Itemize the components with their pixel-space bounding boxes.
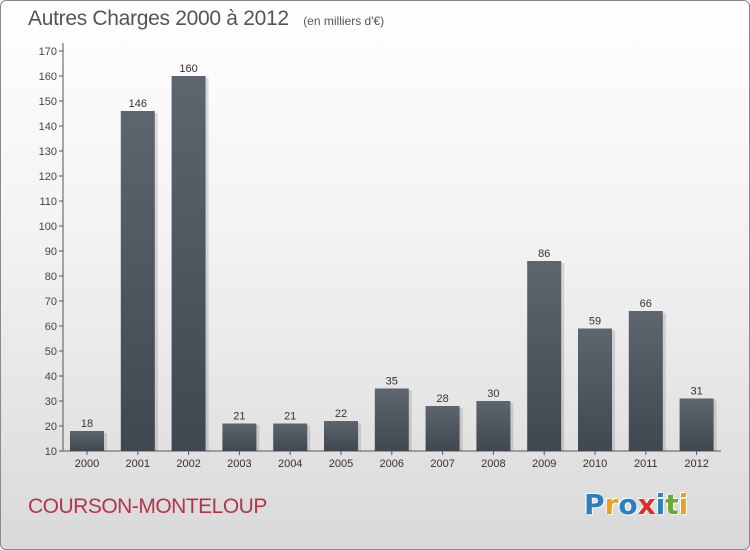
bar (578, 328, 612, 451)
bar-value-label: 160 (179, 63, 197, 75)
x-tick-label: 2008 (481, 458, 505, 470)
bar-value-label: 21 (233, 411, 245, 423)
x-tick-label: 2009 (532, 458, 556, 470)
bar (527, 261, 562, 451)
x-tick-label: 2011 (634, 458, 658, 470)
bar-value-label: 30 (487, 388, 499, 400)
y-tick-label: 100 (39, 221, 57, 233)
x-tick-label: 2005 (329, 458, 353, 470)
bar (120, 111, 155, 451)
x-tick-label: 2000 (75, 458, 99, 470)
bar (425, 406, 460, 451)
bar (171, 76, 206, 451)
logo-letter: r (604, 488, 619, 521)
bar (374, 388, 409, 451)
y-tick-label: 170 (39, 46, 57, 58)
bar-value-label: 66 (640, 298, 652, 310)
bar (70, 431, 104, 451)
chart-unit-label: (en milliers d'€) (303, 14, 385, 28)
bar (273, 423, 308, 451)
bar-value-label: 59 (589, 316, 601, 328)
y-tick-label: 80 (45, 271, 57, 283)
bar (324, 421, 358, 451)
y-tick-label: 60 (45, 321, 57, 333)
logo-letter: i (678, 488, 689, 521)
y-tick-label: 150 (39, 96, 57, 108)
y-tick-label: 70 (45, 296, 57, 308)
chart-title-row: Autres Charges 2000 à 2012 (en milliers … (28, 7, 384, 31)
bar-value-label: 146 (129, 98, 147, 110)
y-tick-label: 40 (45, 371, 57, 383)
logo-letter: o (618, 488, 638, 521)
logo-letter: P (584, 488, 605, 521)
bar-value-label: 28 (436, 393, 448, 405)
bar-value-label: 35 (386, 376, 398, 388)
bar (222, 423, 257, 451)
commune-name: COURSON-MONTELOUP (28, 495, 267, 518)
bar-value-label: 86 (538, 248, 550, 260)
x-tick-label: 2010 (583, 458, 607, 470)
y-tick-label: 90 (45, 246, 57, 258)
y-tick-label: 130 (39, 146, 57, 158)
y-tick-label: 20 (45, 421, 57, 433)
x-tick-label: 2007 (430, 458, 454, 470)
logo-letter: x (637, 488, 656, 521)
y-tick-label: 160 (39, 71, 57, 83)
logo-letter: i (655, 488, 666, 521)
y-tick-label: 140 (39, 121, 57, 133)
x-tick-label: 2001 (126, 458, 150, 470)
x-tick-label: 2003 (227, 458, 251, 470)
y-tick-label: 10 (45, 446, 57, 458)
y-tick-label: 30 (45, 396, 57, 408)
bar-value-label: 21 (284, 411, 296, 423)
bar (476, 401, 511, 451)
y-tick-label: 110 (39, 196, 57, 208)
bar-value-label: 31 (690, 386, 702, 398)
x-tick-label: 2012 (684, 458, 708, 470)
x-tick-label: 2002 (176, 458, 200, 470)
x-tick-label: 2004 (278, 458, 302, 470)
y-tick-label: 120 (39, 171, 57, 183)
x-tick-label: 2006 (380, 458, 404, 470)
chart-title: Autres Charges 2000 à 2012 (28, 7, 289, 30)
y-tick-label: 50 (45, 346, 57, 358)
bar-value-label: 22 (335, 408, 347, 420)
proxiti-logo: Proxiti (584, 488, 688, 521)
bar-value-label: 18 (81, 418, 93, 430)
logo-letter: t (665, 488, 679, 521)
bar (679, 398, 714, 451)
bar (628, 311, 663, 451)
